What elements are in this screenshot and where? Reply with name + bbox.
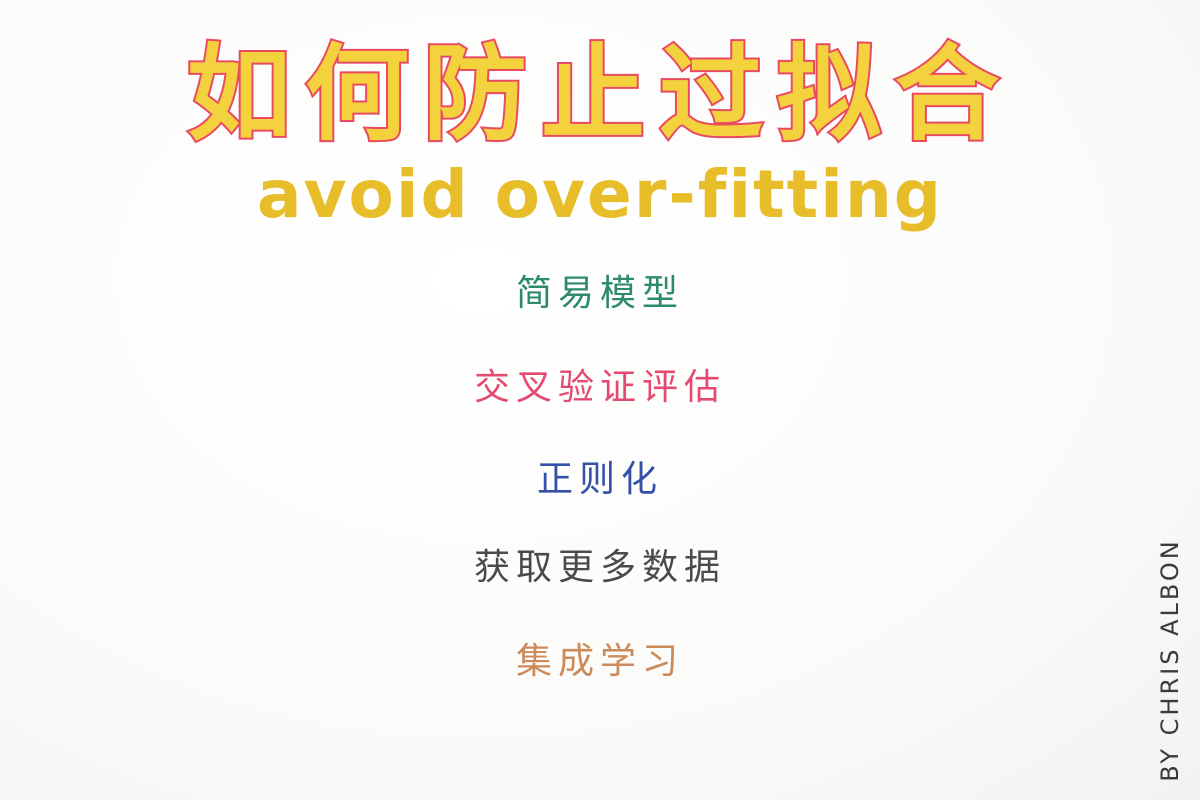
title-english: avoid over-fitting — [0, 162, 1200, 228]
title-chinese: 如何防止过拟合 — [185, 33, 1013, 155]
signature-text: BY CHRIS ALBON — [1156, 538, 1184, 782]
author-signature: BY CHRIS ALBON — [1140, 538, 1200, 782]
list-item-more-data: 获取更多数据 — [473, 547, 726, 588]
list-item-ensemble-learning: 集成学习 — [515, 641, 684, 682]
list-item-cross-validation: 交叉验证评估 — [473, 367, 726, 408]
list-item-regularization: 正则化 — [536, 459, 663, 500]
list-item-simple-model: 简易模型 — [515, 273, 684, 314]
